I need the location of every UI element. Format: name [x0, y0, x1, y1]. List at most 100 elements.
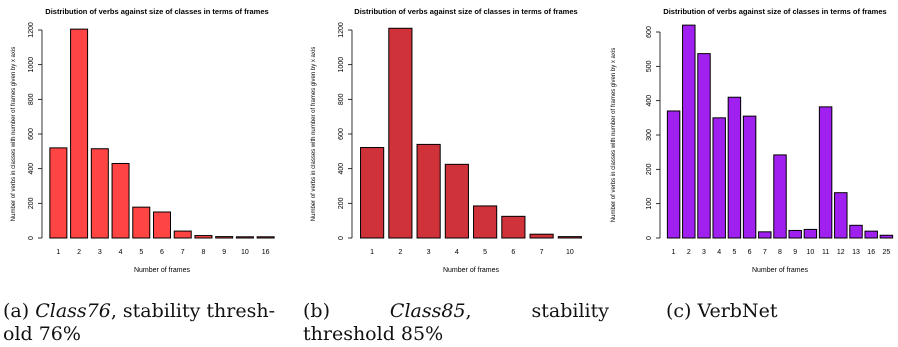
x-tick-label: 4	[717, 249, 721, 256]
x-tick-label: 12	[837, 249, 845, 256]
x-tick-label: 25	[883, 249, 891, 256]
bar	[742, 115, 757, 239]
chart-panel-c: Distribution of verbs against size of cl…	[600, 0, 898, 290]
bar	[132, 206, 151, 239]
bar	[194, 235, 213, 239]
x-tick-label: 7	[181, 249, 185, 256]
caption-a: (a) Class76, stability thresh- old 76%	[3, 300, 303, 346]
bar	[388, 27, 413, 239]
y-tick-label: 0	[338, 236, 345, 240]
x-tick-label: 16	[262, 249, 270, 256]
x-tick-label: 3	[427, 249, 431, 256]
y-tick-label: 600	[28, 128, 35, 140]
x-tick-label: 5	[732, 249, 736, 256]
caption-b-word: stability	[531, 300, 609, 322]
caption-c-text: (c) VerbNet	[666, 300, 778, 322]
y-tick-label: 1000	[28, 57, 35, 73]
chart-panel-a: Distribution of verbs against size of cl…	[0, 0, 300, 290]
caption-b-comma: ,	[465, 300, 472, 322]
bar	[360, 147, 385, 239]
y-tick-label: 1000	[338, 57, 345, 73]
bar	[727, 96, 742, 239]
x-tick-label: 16	[867, 249, 875, 256]
y-tick-label: 400	[28, 163, 35, 175]
y-tick-label: 200	[338, 197, 345, 209]
caption-a-rest: , stability thresh-	[110, 300, 276, 322]
x-tick-label: 6	[160, 249, 164, 256]
y-tick-label: 600	[646, 26, 653, 38]
x-tick-label: 10	[241, 249, 249, 256]
y-tick-label: 800	[338, 93, 345, 105]
caption-b-tag: (b)	[303, 300, 330, 322]
x-tick-label: 5	[139, 249, 143, 256]
y-tick-label: 1200	[338, 22, 345, 38]
y-tick-label: 100	[646, 198, 653, 210]
bar	[153, 211, 171, 239]
y-tick-label: 400	[338, 163, 345, 175]
x-tick-label: 7	[763, 249, 767, 256]
caption-a-name: Class76	[35, 300, 111, 322]
caption-a-tag: (a)	[3, 300, 30, 322]
x-tick-label: 8	[201, 249, 205, 256]
bar	[697, 53, 711, 239]
y-tick-label: 500	[646, 60, 653, 72]
bar	[235, 236, 254, 239]
caption-b-name-wrap: Class85,	[390, 300, 472, 323]
bar	[712, 117, 726, 239]
y-tick-label: 0	[28, 236, 35, 240]
x-axis-label: Number of frames	[443, 267, 500, 274]
bar	[834, 192, 848, 239]
y-tick-label: 0	[646, 236, 653, 240]
x-tick-label: 6	[748, 249, 752, 256]
caption-b-line2: threshold 85%	[303, 323, 444, 345]
y-tick-label: 400	[646, 95, 653, 107]
bar	[864, 230, 878, 239]
bar	[529, 233, 554, 239]
bar	[416, 143, 441, 239]
bar	[758, 231, 772, 239]
x-axis-label: Number of frames	[134, 267, 191, 274]
x-tick-label: 2	[77, 249, 81, 256]
bar	[256, 236, 275, 239]
bar	[818, 106, 833, 239]
y-tick-label: 200	[28, 197, 35, 209]
bar	[666, 110, 681, 239]
bar	[70, 28, 89, 239]
x-tick-label: 1	[672, 249, 676, 256]
x-tick-label: 4	[455, 249, 459, 256]
bar	[90, 148, 109, 239]
y-tick-label: 800	[28, 93, 35, 105]
x-tick-label: 2	[398, 249, 402, 256]
chart-title: Distribution of verbs against size of cl…	[354, 7, 577, 16]
chart-panel-b: Distribution of verbs against size of cl…	[300, 0, 600, 290]
bar	[501, 215, 526, 239]
bar-chart-c: Distribution of verbs against size of cl…	[611, 7, 894, 274]
x-tick-label: 10	[807, 249, 815, 256]
y-tick-label: 1200	[28, 22, 35, 38]
bar	[215, 236, 234, 239]
bar	[879, 234, 894, 239]
bar-chart-a: Distribution of verbs against size of cl…	[11, 7, 275, 274]
bar	[682, 24, 696, 239]
x-axis-label: Number of frames	[752, 267, 809, 274]
caption-a-line2: old 76%	[3, 323, 81, 345]
caption-b-name: Class85	[389, 300, 466, 322]
y-tick-label: 600	[338, 128, 345, 140]
bar	[557, 236, 582, 239]
x-tick-label: 2	[687, 249, 691, 256]
bar	[803, 228, 818, 239]
x-tick-label: 4	[119, 249, 123, 256]
x-tick-label: 1	[56, 249, 60, 256]
bar-chart-b: Distribution of verbs against size of cl…	[311, 7, 582, 274]
chart-title: Distribution of verbs against size of cl…	[45, 7, 268, 16]
x-tick-label: 13	[852, 249, 860, 256]
bar	[49, 147, 68, 239]
y-tick-label: 300	[646, 129, 653, 141]
x-tick-label: 1	[370, 249, 374, 256]
y-axis-label: Number of verbs in classes with number o…	[311, 47, 317, 221]
bar	[444, 163, 469, 239]
caption-a-line1: (a) Class76, stability thresh-	[3, 300, 303, 323]
bar	[849, 224, 863, 239]
y-tick-label: 200	[646, 163, 653, 175]
bar	[773, 154, 787, 239]
